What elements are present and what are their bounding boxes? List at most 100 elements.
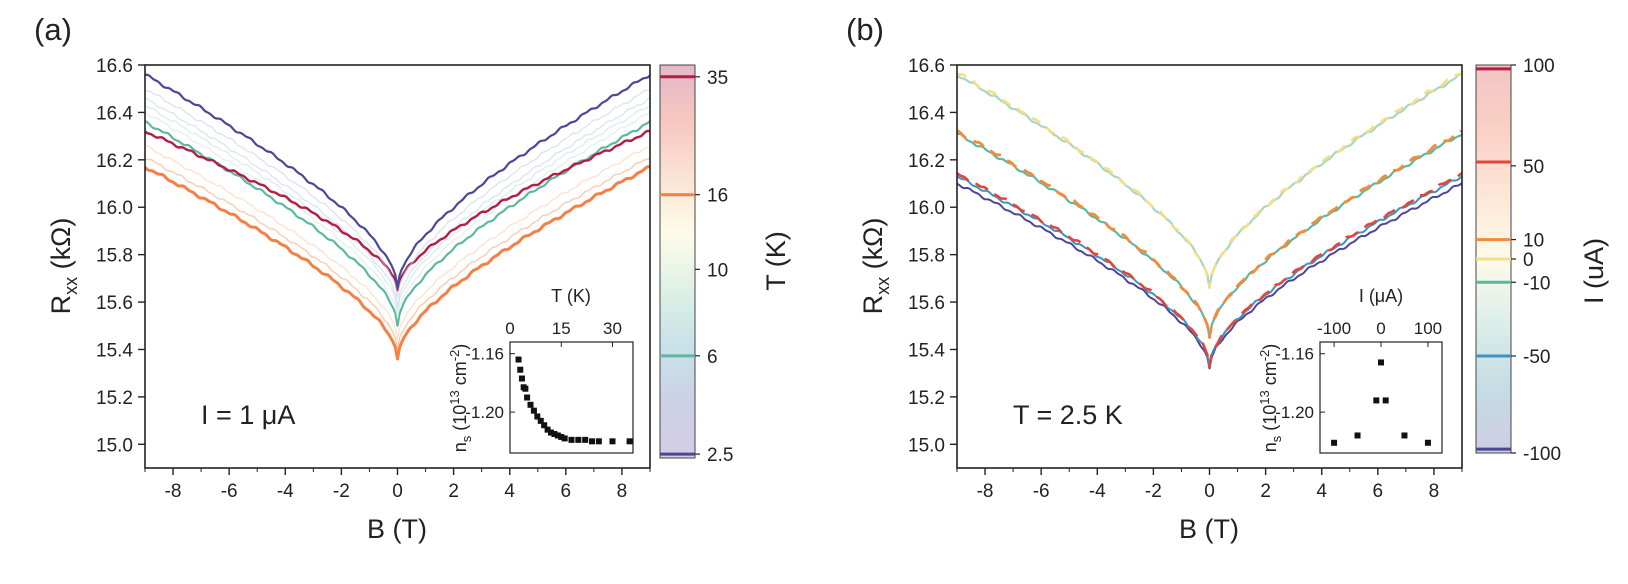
panel-b-curves <box>956 72 1463 370</box>
panel-a-colorbar-gradient <box>659 64 696 459</box>
panel-a-x-label: B (T) <box>367 514 427 544</box>
inset-y-tick-label: -1.16 <box>465 345 504 364</box>
panel-a-annotation: I = 1 μA <box>201 400 295 430</box>
panel-b-label: (b) <box>846 12 884 47</box>
panel-a-y-ticks: 15.0 15.2 15.4 15.6 15.8 16.0 16.2 16.4 16.6 <box>96 56 145 456</box>
colorbar-tick-label: 10 <box>707 260 728 281</box>
inset-data-point <box>537 417 544 424</box>
inset-data-point <box>609 438 616 445</box>
panel-a-inset-ticks: 0 15 30 -1.16 -1.20 <box>465 319 622 422</box>
panel-a-inset: 0 15 30 -1.16 -1.20 T (K) ns (1013 cm-2) <box>447 286 634 454</box>
inset-data-point <box>530 407 537 414</box>
x-tick-label: 4 <box>504 481 515 502</box>
colorbar-tick-label: 2.5 <box>707 445 733 466</box>
x-tick-label: -6 <box>1033 481 1050 502</box>
inset-data-point <box>527 401 534 408</box>
x-tick-label: -8 <box>977 481 994 502</box>
colorbar-tick-label: 100 <box>1523 56 1555 77</box>
colorbar-tick-label: 50 <box>1523 157 1544 178</box>
panel-a-series-6 <box>144 96 651 308</box>
inset-data-point <box>554 432 561 439</box>
x-tick-label: 2 <box>1260 481 1271 502</box>
panel-b-series-1 <box>956 72 1463 290</box>
inset-data-point <box>518 375 525 382</box>
panel-b-inset-frame <box>1319 341 1443 454</box>
inset-data-point <box>551 431 558 438</box>
panel-b-colorbar-label: I (uA) <box>1579 238 1609 304</box>
x-tick-label: -2 <box>333 481 350 502</box>
inset-x-tick-label: 0 <box>505 319 514 338</box>
inset-data-point <box>1401 432 1408 439</box>
panel-a-series-1 <box>144 158 651 351</box>
x-tick-label: -8 <box>165 481 182 502</box>
colorbar-tick-label: 0 <box>1523 250 1534 271</box>
y-tick-label: 16.2 <box>908 151 945 172</box>
panel-a-label: (a) <box>34 12 72 47</box>
panel-a-series-7 <box>144 129 651 292</box>
inset-data-point <box>515 356 522 363</box>
panel-a-series-0 <box>143 165 651 361</box>
panel-b-annotation: T = 2.5 K <box>1013 400 1123 430</box>
panel-a-series-8 <box>144 89 651 298</box>
inset-data-point <box>524 394 531 401</box>
x-tick-label: 8 <box>617 481 628 502</box>
inset-data-point <box>582 436 589 443</box>
x-tick-label: 8 <box>1429 481 1440 502</box>
panel-a-inset-points <box>515 356 633 445</box>
y-tick-label: 16.0 <box>908 198 945 219</box>
inset-data-point <box>548 429 554 436</box>
panel-a: (a) -8 -6 -4 -2 0 2 4 6 8 15.0 15.2 15.4 15.6 15.8 16… <box>34 12 791 544</box>
y-tick-label: 15.4 <box>908 340 945 361</box>
x-tick-label: 2 <box>448 481 459 502</box>
inset-data-point <box>1382 397 1389 404</box>
x-tick-label: 0 <box>392 481 403 502</box>
panel-a-curves <box>143 73 651 361</box>
y-tick-label: 16.4 <box>908 103 945 124</box>
inset-data-point <box>568 436 575 443</box>
inset-data-point <box>1378 359 1384 366</box>
panel-b-x-label: B (T) <box>1179 514 1239 544</box>
colorbar-tick-label: -50 <box>1523 347 1550 368</box>
panel-b-series-3 <box>956 129 1463 340</box>
panel-a-x-ticks: -8 -6 -4 -2 0 2 4 6 8 <box>144 468 651 502</box>
panel-a-series-5 <box>144 104 651 313</box>
x-tick-label: -2 <box>1145 481 1162 502</box>
panel-a-series-2 <box>144 145 651 341</box>
inset-data-point <box>1331 439 1338 446</box>
y-tick-label: 16.4 <box>96 103 133 124</box>
panel-a-colorbar-ticks: 35 16 10 6 2.5 <box>695 68 733 466</box>
colorbar-tick-label: 10 <box>1523 231 1544 252</box>
x-tick-label: 6 <box>561 481 572 502</box>
colorbar-tick-label: -10 <box>1523 273 1550 294</box>
inset-data-point <box>1424 439 1431 446</box>
inset-y-tick-label: -1.20 <box>465 403 504 422</box>
x-tick-label: 6 <box>1373 481 1384 502</box>
y-tick-label: 16.6 <box>96 56 133 77</box>
inset-data-point <box>1373 397 1380 404</box>
panel-b-inset-y-label: ns (1013 cm-2) <box>1257 344 1284 453</box>
inset-data-point <box>561 435 568 442</box>
panel-a-inset-x-label: T (K) <box>551 286 591 306</box>
panel-a-inset-frame <box>509 341 634 454</box>
y-tick-label: 16.0 <box>96 198 133 219</box>
panel-b-inset: -100 0 100 -1.16 -1.20 I (μA) ns (1013 cm-2) <box>1257 286 1443 454</box>
y-tick-label: 15.0 <box>908 435 945 456</box>
inset-data-point <box>534 413 541 420</box>
x-tick-label: 4 <box>1316 481 1327 502</box>
panel-b-colorbar-lines <box>1476 67 1511 451</box>
panel-b-y-label: Rxx (kΩ) <box>858 218 893 315</box>
x-tick-label: -4 <box>277 481 294 502</box>
x-tick-label: 0 <box>1204 481 1215 502</box>
y-tick-label: 15.8 <box>96 246 133 267</box>
panel-b-inset-x-label: I (μA) <box>1359 286 1403 306</box>
inset-data-point <box>517 366 524 373</box>
y-tick-label: 15.0 <box>96 435 133 456</box>
inset-data-point <box>626 438 633 445</box>
panel-b-inset-points <box>1331 359 1431 446</box>
panel-a-colorbar-lines <box>660 75 695 456</box>
y-tick-label: 15.4 <box>96 340 133 361</box>
y-tick-label: 16.2 <box>96 151 133 172</box>
